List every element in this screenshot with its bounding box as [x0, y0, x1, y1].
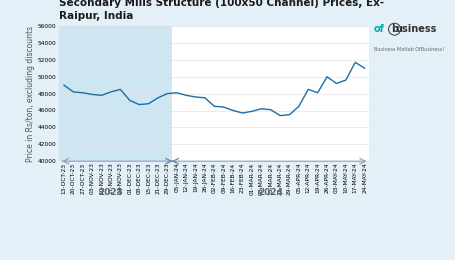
Text: Business Matlab OfBusiness!: Business Matlab OfBusiness! — [373, 47, 443, 52]
Text: 2023: 2023 — [98, 188, 123, 197]
Text: Secondary Mills Structure (100x50 Channel) Prices, Ex-
Raipur, India: Secondary Mills Structure (100x50 Channe… — [59, 0, 384, 21]
Text: of: of — [373, 24, 384, 34]
Text: b: b — [390, 24, 397, 34]
Y-axis label: Price in Rs/ton, excluding discounts: Price in Rs/ton, excluding discounts — [26, 25, 35, 162]
Text: usiness: usiness — [395, 24, 436, 34]
Bar — [59, 26, 172, 161]
Text: 2024: 2024 — [258, 188, 283, 197]
